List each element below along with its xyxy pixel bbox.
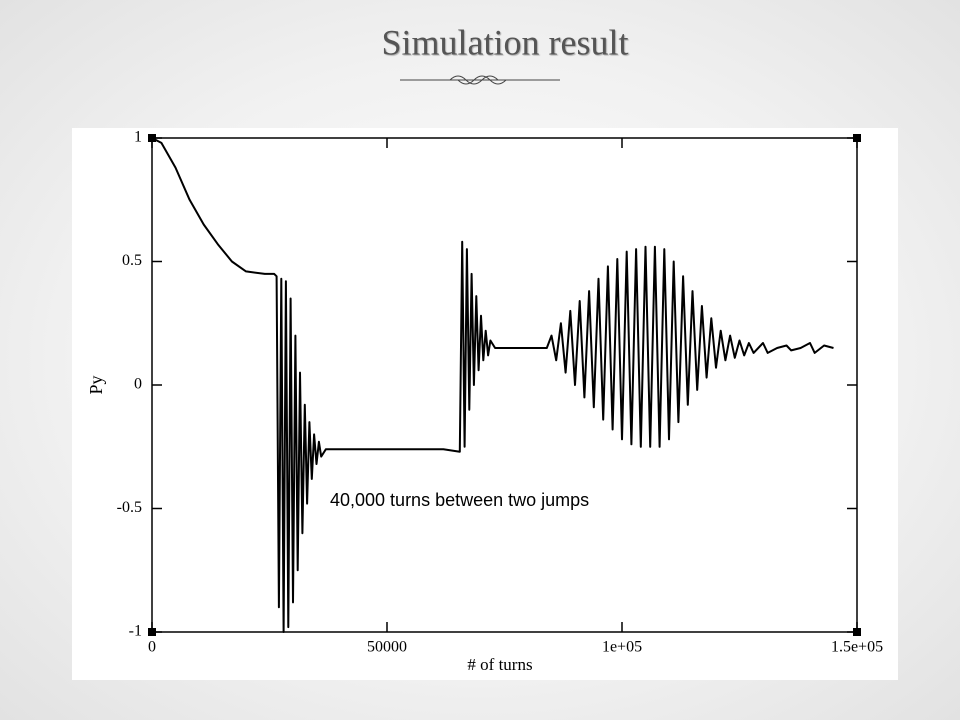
x-tick-label: 50000: [367, 639, 407, 656]
chart-background: [72, 128, 898, 680]
y-tick-label: 0.5: [122, 252, 142, 269]
y-tick-label: -1: [129, 623, 142, 640]
y-tick-label: 0: [134, 376, 142, 393]
annotation: 40,000 turns between two jumps: [330, 490, 589, 510]
x-tick-label: 1.5e+05: [831, 639, 883, 656]
x-axis-label: # of turns: [467, 655, 532, 674]
y-axis-label: Py: [86, 375, 106, 394]
y-tick-label: 1: [134, 129, 142, 146]
title-ornament: [400, 75, 560, 85]
x-tick-label: 0: [148, 639, 156, 656]
slide-title: Simulation result: [382, 22, 629, 62]
data-line: [151, 137, 834, 633]
y-tick-label: -0.5: [117, 499, 142, 516]
x-tick-label: 1e+05: [602, 639, 642, 656]
